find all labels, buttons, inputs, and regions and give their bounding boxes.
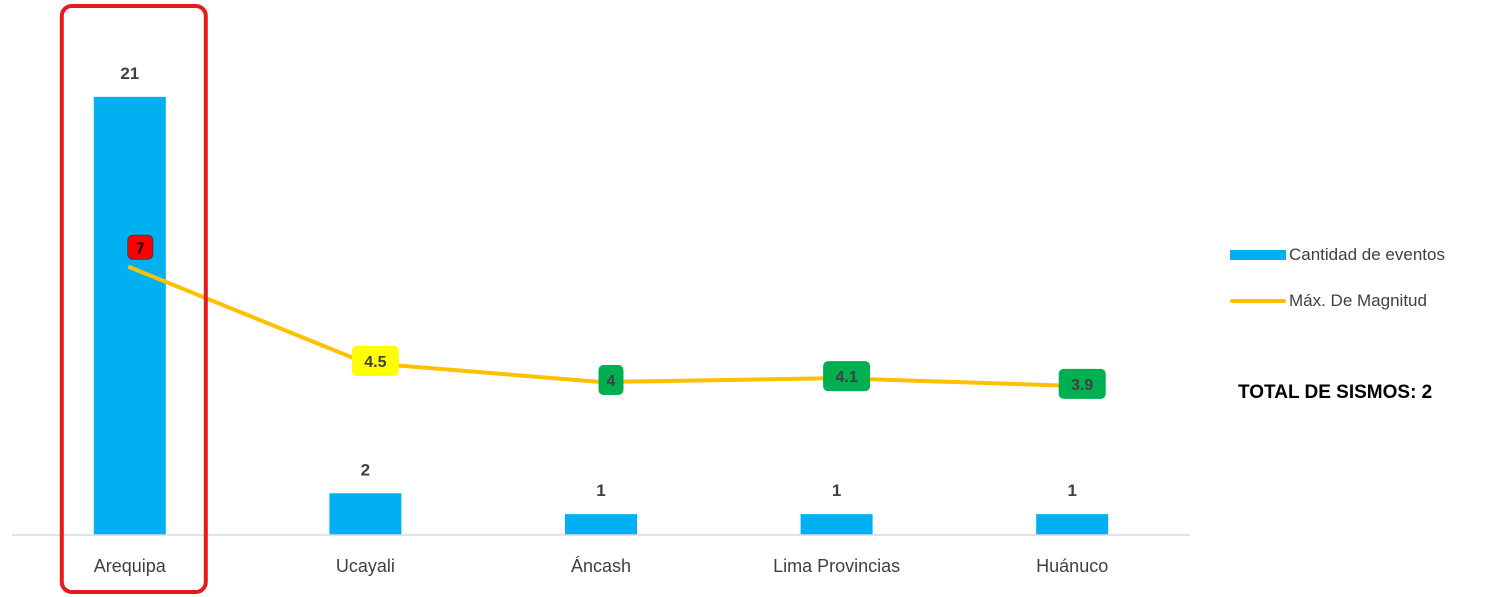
bar-value-label: 1 — [1067, 481, 1076, 500]
magnitude-value-label: 4.1 — [835, 369, 857, 386]
chart: 21 Arequipa 2 Ucayali 1 Áncash 1 Lima Provincia… — [12, 4, 1190, 594]
legend-swatch-line — [1230, 299, 1286, 303]
legend-item-line: Máx. De Magnitud — [1230, 286, 1445, 316]
bar-2 — [565, 514, 637, 535]
total-sismos: TOTAL DE SISMOS: 2 — [1238, 382, 1433, 403]
bar-0 — [93, 96, 166, 535]
magnitude-label-box — [598, 365, 624, 395]
bars-group — [93, 96, 1109, 535]
category-label: Arequipa — [94, 556, 167, 576]
magnitude-label-box — [823, 361, 871, 392]
magnitude-value-label: 7 — [136, 240, 145, 257]
legend-label-bar: Cantidad de eventos — [1289, 245, 1445, 264]
labels-group: 21 Arequipa 2 Ucayali 1 Áncash 1 Lima Provincia… — [94, 64, 1108, 576]
bar-4 — [1036, 514, 1109, 535]
bar-3 — [800, 514, 873, 535]
bar-value-label: 1 — [596, 481, 605, 500]
magnitude-label-box — [351, 345, 399, 376]
category-label: Ucayali — [336, 556, 395, 576]
bar-value-label: 1 — [832, 481, 841, 500]
magnitude-value-label: 4 — [607, 373, 616, 390]
category-label: Lima Provincias — [773, 556, 900, 576]
legend: Cantidad de eventos Máx. De Magnitud — [1230, 240, 1445, 332]
legend-item-bar: Cantidad de eventos — [1230, 240, 1445, 270]
bar-1 — [329, 493, 402, 535]
highlight-box — [59, 4, 208, 594]
magnitude-label-box — [127, 234, 154, 260]
magnitude-value-label: 3.9 — [1071, 377, 1093, 394]
bar-value-label: 2 — [361, 460, 370, 479]
magnitude-value-label: 4.5 — [364, 354, 386, 371]
legend-swatch-bar — [1230, 250, 1286, 260]
legend-label-line: Máx. De Magnitud — [1289, 291, 1427, 310]
category-label: Áncash — [571, 556, 631, 576]
highlight-group — [59, 4, 208, 594]
bar-value-label: 21 — [120, 64, 139, 83]
magnitude-label-box — [1058, 368, 1106, 399]
category-label: Huánuco — [1036, 556, 1108, 576]
